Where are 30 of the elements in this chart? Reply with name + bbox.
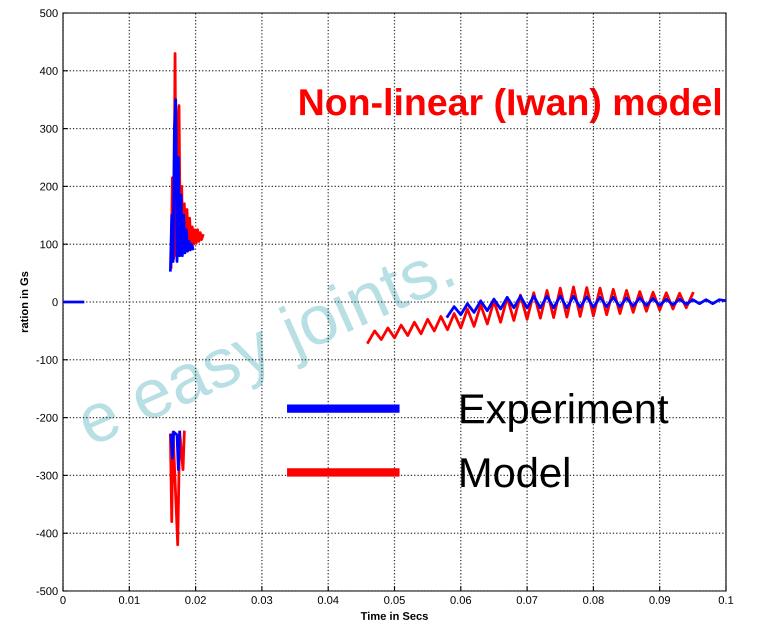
x-tick-label: 0.03 [252,596,272,604]
annotation: Non-linear (Iwan) model [300,88,720,123]
y-tick-label: 0 [52,298,58,306]
legend-label: Model [461,456,569,488]
annotation: e easy joints. [72,238,460,460]
x-axis-title: Time in Secs [360,612,428,620]
x-tick-label: 0.07 [516,596,538,604]
x-tick-label: 0.08 [583,596,604,604]
y-tick-label: -200 [36,414,58,422]
x-tick-label: 0.04 [318,596,339,604]
x-tick-label: 0.02 [185,596,206,604]
line-series [169,98,194,272]
y-tick-label: 100 [40,240,58,248]
y-tick-label: -300 [36,472,58,480]
x-tick-label: 0.05 [384,596,405,604]
y-tick-label: 500 [40,9,58,18]
legend-label: Experiment [461,393,668,432]
x-tick-label: 0.01 [118,596,140,604]
y-tick-label: -500 [36,587,58,596]
y-tick-label: -400 [36,529,58,538]
x-tick-label: 0.06 [450,596,472,604]
y-axis-title: ration in Gs [20,272,28,332]
y-tick-label: 200 [40,182,58,191]
x-tick-label: 0.1 [718,596,734,604]
y-tick-label: 400 [40,67,58,75]
x-tick-label: 0.09 [649,596,670,604]
line-series [170,430,182,472]
y-tick-label: -100 [36,356,58,364]
y-tick-label: 300 [40,124,58,133]
x-tick-label: 0 [60,596,66,604]
